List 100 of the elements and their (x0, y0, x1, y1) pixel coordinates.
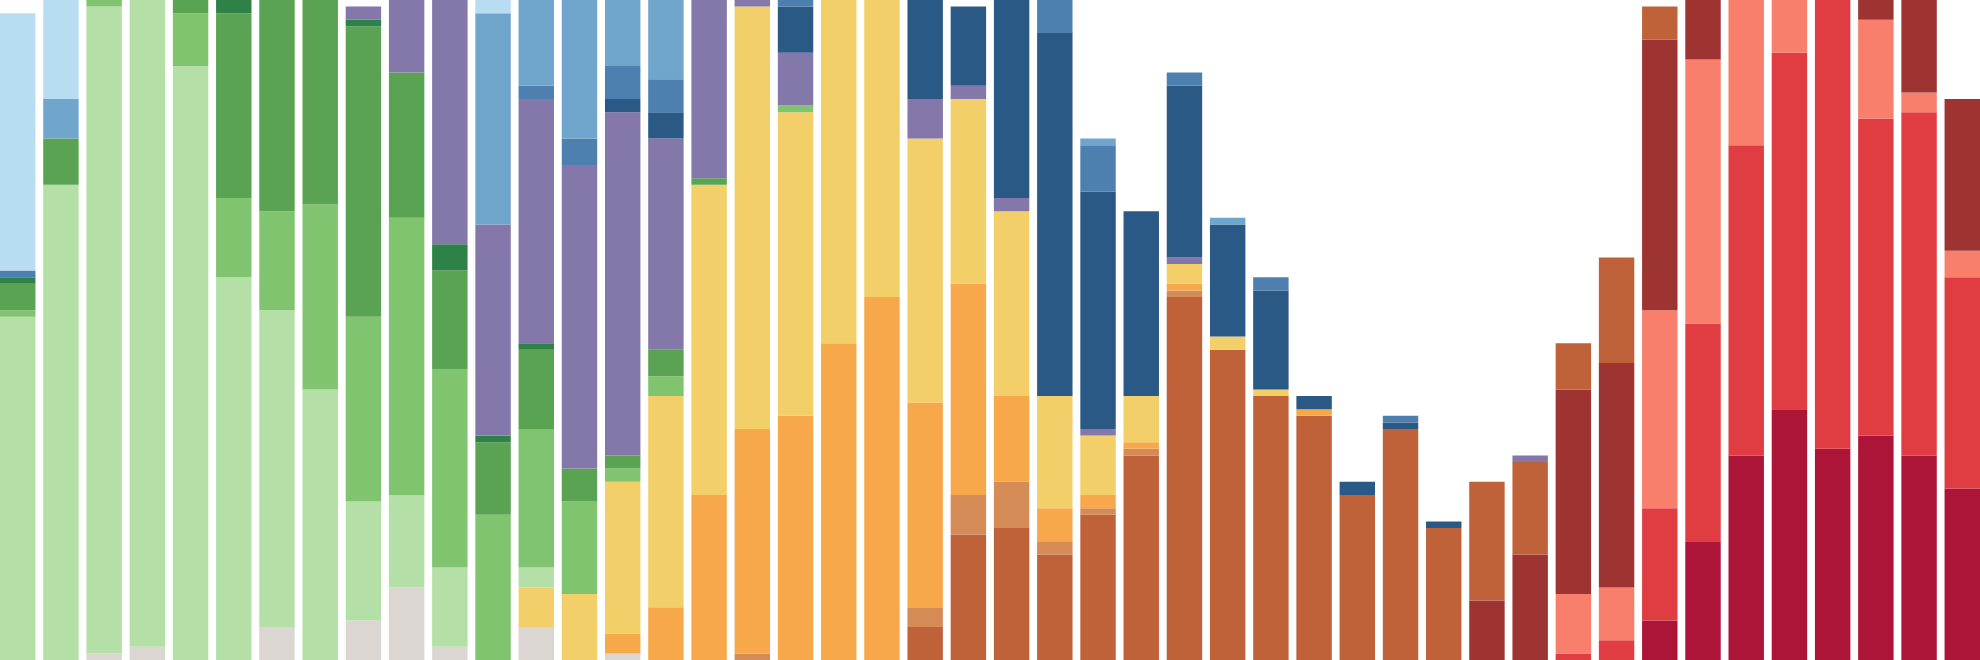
bar (0, 310, 36, 317)
bar (1166, 290, 1203, 297)
bar (604, 455, 641, 469)
bar (302, 0, 338, 205)
bar (1469, 600, 1505, 660)
bar (907, 138, 943, 403)
bar (216, 13, 252, 198)
bar (1253, 277, 1289, 291)
bar (1037, 541, 1073, 555)
bar (1296, 409, 1332, 416)
bar (1555, 343, 1592, 390)
bar (432, 270, 468, 370)
bar (518, 85, 554, 99)
bar (1512, 462, 1548, 555)
bar (518, 587, 554, 627)
bar (1598, 587, 1635, 641)
bar (1814, 448, 1851, 660)
bar (1123, 396, 1159, 443)
bar (518, 567, 554, 588)
bar (993, 0, 1030, 198)
bar (648, 349, 684, 377)
bar (1166, 283, 1203, 291)
bar (0, 316, 36, 660)
bar (864, 297, 900, 660)
bar (1858, 118, 1894, 436)
bar (1166, 257, 1203, 264)
bar (1642, 508, 1678, 621)
bar (907, 402, 943, 608)
bar (604, 112, 641, 456)
bar (1123, 455, 1159, 660)
bar (1037, 33, 1073, 396)
bar (388, 0, 425, 73)
bar (1598, 363, 1635, 588)
bar (345, 316, 382, 502)
bar (1253, 396, 1289, 660)
bar (216, 198, 252, 278)
bar (1339, 495, 1376, 660)
bar (518, 627, 554, 660)
bar (1426, 521, 1462, 528)
bar (259, 310, 295, 627)
bar (604, 633, 641, 654)
bar (907, 99, 943, 139)
bar (648, 138, 684, 350)
bar (1123, 442, 1159, 449)
bar (734, 6, 771, 429)
bar (1944, 250, 1980, 278)
bar (1598, 257, 1635, 363)
bar (821, 343, 857, 660)
bar (648, 396, 684, 608)
bar (345, 26, 382, 317)
bar (259, 627, 295, 660)
bar (1080, 429, 1116, 436)
bar (907, 627, 943, 660)
bar (1555, 389, 1592, 594)
bar (345, 19, 382, 27)
bar (1037, 0, 1073, 33)
bar (1080, 508, 1116, 515)
bar (1166, 85, 1203, 258)
bar (345, 6, 382, 20)
bar (1512, 554, 1548, 660)
bar (1253, 389, 1289, 396)
bar (518, 343, 554, 350)
bar (0, 277, 36, 284)
bar (561, 165, 598, 469)
bar (1080, 145, 1116, 192)
bar (216, 277, 252, 660)
bar (475, 442, 511, 515)
bar (1469, 481, 1505, 601)
bar (432, 0, 468, 245)
bar (648, 0, 684, 80)
bar (993, 198, 1030, 212)
bar (1339, 481, 1376, 495)
bar (1944, 99, 1980, 251)
bar (1944, 277, 1980, 489)
bar (1685, 59, 1721, 324)
bar (0, 283, 36, 311)
bar (172, 0, 209, 14)
bar (1728, 145, 1764, 456)
bar (1685, 323, 1721, 542)
bar (1771, 52, 1808, 410)
bar (604, 481, 641, 634)
bar (734, 429, 771, 654)
bar (518, 99, 554, 344)
bar (777, 6, 814, 53)
bar (1296, 396, 1332, 410)
bar (1858, 19, 1894, 119)
bar (518, 0, 554, 86)
bar (1771, 409, 1808, 660)
bar (691, 178, 727, 185)
bar (993, 528, 1030, 660)
bar (864, 0, 900, 297)
bar (1814, 0, 1851, 449)
bar (86, 6, 122, 654)
bar (1037, 554, 1073, 660)
bar (1382, 429, 1419, 660)
bar (1037, 396, 1073, 509)
bar (1382, 415, 1419, 423)
bar (1728, 455, 1764, 660)
bar (993, 211, 1030, 396)
bar (1123, 211, 1159, 396)
